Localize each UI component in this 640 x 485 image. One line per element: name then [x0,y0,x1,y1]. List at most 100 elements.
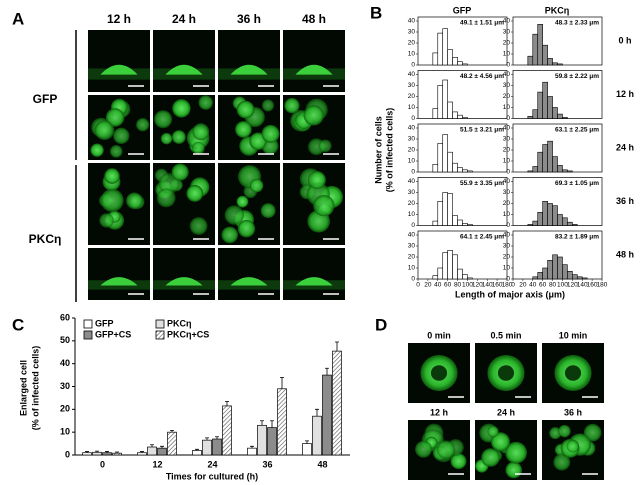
histogram-bar [532,33,539,66]
nucleus [430,365,448,381]
bar [112,452,122,456]
cell [566,439,580,453]
histogram-bar [462,63,468,66]
cell-profile [100,64,138,75]
histogram-bar [457,219,463,226]
histogram-bar [442,28,448,66]
cell [481,448,500,467]
cell [261,99,275,112]
y-tick-label: 30 [408,189,416,196]
row-label: 12 h [616,89,634,99]
bar [92,451,102,456]
annotation: 64.1 ± 2.45 μm [460,234,504,241]
cell [235,121,252,138]
y-tick-label: 10 [408,158,416,165]
histogram-bar [547,140,553,173]
y-tick-label: 20 [503,254,511,261]
histogram-bar [576,276,583,280]
legend-swatch [83,319,93,329]
annotation: 69.3 ± 1.05 μm [555,180,599,187]
bar [137,452,147,456]
x-tick-label: 40 [529,282,537,289]
micrograph [153,248,215,300]
bar [192,450,202,456]
y-tick-label: 0 [506,169,510,176]
y-tick-label: 20 [60,404,70,414]
error-bar [305,440,309,444]
histogram-bar [537,23,543,66]
cell-profile [295,64,333,75]
histogram-bar [447,49,453,66]
y-tick-label: 10 [408,265,416,272]
legend-label: PKCη+CS [167,329,209,339]
y-tick-label: 10 [503,211,511,218]
histogram-bar [442,79,448,119]
y-tick-label: 30 [408,136,416,143]
cell [224,205,244,225]
image-label: 0 min [427,330,451,340]
y-tick-label: 0 [411,222,415,229]
histogram-bar [527,55,534,66]
y-tick-label: 0 [506,276,510,283]
panel-label: D [375,315,387,334]
micrograph [283,248,345,300]
cell [284,98,300,114]
legend-label: PKCη [167,318,192,328]
histogram-bar [572,274,578,280]
histogram-bar [542,44,548,66]
cell-profile [230,64,268,75]
y-tick-label: 30 [503,82,511,89]
histogram-bar [442,192,448,226]
histogram-bar [457,268,463,280]
histogram-bar [562,264,568,280]
x-tick-label: 20 [519,282,527,289]
y-tick-label: 10 [503,104,511,111]
y-tick-label: 20 [408,254,416,261]
y-tick-label: 0 [411,62,415,69]
column-label: 24 h [172,12,196,26]
cell [109,145,123,158]
cell [549,427,562,440]
y-tick-label: 0 [411,169,415,176]
y-tick-label: 10 [408,51,416,58]
image-label: 12 h [430,407,448,417]
x-tick-label: 36 [262,459,272,469]
histogram-bar [462,274,468,280]
histogram-bar [452,254,458,280]
histogram-bar [552,254,558,280]
histogram-bar [467,277,473,280]
cell [113,127,130,145]
column-label: 48 h [302,12,326,26]
x-tick-label: 160 [492,282,503,289]
cell [436,440,456,459]
cell-profile [165,64,203,75]
x-tick-label: 60 [539,282,547,289]
annotation: 55.9 ± 3.35 μm [460,180,504,187]
histogram-bar [437,143,444,173]
histogram-bar [447,250,453,280]
y-tick-label: 50 [60,335,70,345]
micrograph [218,248,280,300]
histogram-bar [557,256,563,280]
bar [212,438,222,456]
histogram-bar [437,32,444,66]
y-tick-label: 40 [60,358,70,368]
histogram-bar [457,114,463,119]
annotation: 63.1 ± 2.25 μm [555,127,599,134]
x-tick-label: 100 [557,282,568,289]
histogram-bar [542,201,548,226]
cell [192,141,205,155]
histogram-bar [462,223,468,226]
y-tick-label: 30 [60,381,70,391]
histogram-bar [547,96,553,119]
y-tick-label: 20 [408,40,416,47]
histogram-bar [552,62,558,66]
cell [171,130,186,144]
x-tick-label: 180 [597,282,608,289]
cell [260,203,276,219]
histogram-bar [452,215,458,226]
x-tick-label: 0 [416,282,420,289]
cell [505,461,523,479]
x-tick-label: 80 [549,282,557,289]
